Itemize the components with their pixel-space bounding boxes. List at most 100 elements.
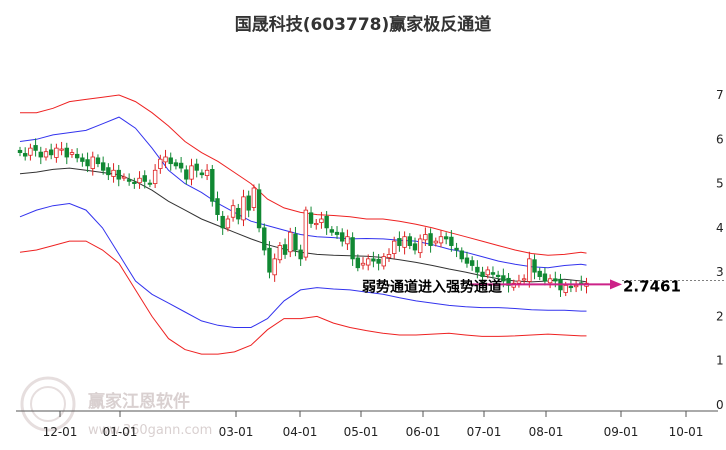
candle-body [64, 147, 69, 158]
x-tick-label: 07-01 [467, 425, 502, 439]
candle-body [402, 236, 407, 248]
x-tick-label: 12-01 [43, 425, 78, 439]
candle-body [392, 240, 397, 254]
candle-body [298, 249, 303, 260]
candle-body [241, 196, 246, 221]
x-tick-label: 04-01 [283, 425, 318, 439]
candle-body [246, 195, 251, 211]
candle-body [501, 275, 506, 282]
candle-body [480, 271, 485, 277]
candle-body [563, 285, 568, 293]
candle-body [345, 236, 350, 245]
x-tick-label: 09-01 [604, 425, 639, 439]
channel-line-3 [20, 94, 587, 256]
candle-body [553, 278, 558, 282]
candle-body [210, 168, 215, 202]
candle-body [230, 205, 236, 218]
channel-lines [19, 94, 587, 355]
candle-body [85, 159, 90, 167]
candle-body [173, 162, 179, 167]
candle-body [438, 236, 444, 244]
channel-line-2 [19, 202, 587, 328]
channel-line-0 [19, 167, 587, 283]
y-tick-label: 6 [716, 132, 724, 146]
y-tick-label: 0 [716, 398, 724, 412]
axes: 12-01 01-01 03-01 04-01 05-01 06-01 07-01 08-01… [16, 88, 724, 439]
candle-body [282, 244, 288, 255]
candle-body [532, 259, 537, 273]
candle-body [443, 236, 449, 240]
candle-body [314, 223, 319, 226]
y-tick-label: 5 [716, 177, 724, 191]
candle-body [54, 147, 59, 158]
candle-body [449, 236, 454, 246]
candle-body [194, 163, 199, 171]
candle-body [189, 165, 194, 180]
candle-body [74, 153, 80, 159]
candle-body [506, 277, 511, 286]
candle-body [137, 177, 142, 184]
y-tick-label: 4 [716, 221, 724, 235]
candle-body [38, 151, 43, 158]
candle-body [152, 169, 158, 184]
candle-body [516, 280, 522, 284]
candle-body [28, 147, 33, 156]
channel-line-4 [19, 240, 587, 355]
candle-body [475, 266, 480, 273]
candle-body [17, 149, 23, 153]
annotation-arrow-head [610, 279, 622, 290]
candlesticks [17, 138, 589, 297]
candle-body [397, 238, 402, 246]
x-tick-label: 08-01 [529, 425, 564, 439]
candle-body [464, 257, 470, 264]
candle-body [80, 157, 85, 162]
candle-body [423, 234, 428, 241]
candle-body [121, 176, 127, 179]
candle-body [272, 258, 277, 276]
candle-body [355, 257, 361, 269]
candle-body [324, 215, 329, 229]
candle-body [220, 215, 225, 229]
candle-body [59, 148, 64, 151]
candle-body [106, 167, 111, 176]
candle-body [158, 158, 163, 169]
chart-title: 国晟科技(603778)赢家极反通道 [234, 15, 492, 35]
candle-body [334, 231, 340, 235]
x-tick-label: 10-01 [669, 425, 704, 439]
candle-body [204, 169, 210, 177]
candle-body [350, 237, 355, 260]
candle-body [459, 250, 464, 260]
candle-body [277, 245, 283, 261]
x-tick-label: 05-01 [344, 425, 379, 439]
candle-body [90, 156, 95, 169]
x-tick-label: 01-01 [103, 425, 138, 439]
candle-body [95, 157, 101, 165]
x-tick-label: 06-01 [406, 425, 441, 439]
candle-body [537, 270, 542, 277]
candle-body [417, 238, 423, 254]
candle-body [33, 145, 38, 151]
candle-body [262, 227, 267, 251]
candle-body [267, 247, 272, 273]
x-tick-label: 03-01 [219, 425, 254, 439]
watermark-brand: 赢家江恩软件 [88, 391, 190, 412]
candle-body [251, 187, 257, 208]
candle-body [215, 198, 220, 215]
candle-body [178, 162, 184, 169]
candle-body [386, 254, 392, 258]
candle-body [329, 229, 335, 233]
candle-body [568, 285, 574, 289]
candle-body [308, 212, 314, 224]
candle-body [573, 285, 579, 288]
y-tick-label: 2 [716, 309, 724, 323]
candle-body [69, 152, 75, 155]
candle-body [116, 169, 121, 180]
candle-body [521, 278, 527, 281]
candle-body [199, 172, 205, 176]
candle-body [100, 162, 106, 171]
candle-body [454, 247, 459, 251]
candle-body [163, 156, 168, 163]
candle-body [126, 179, 132, 182]
candle-body [340, 232, 345, 242]
